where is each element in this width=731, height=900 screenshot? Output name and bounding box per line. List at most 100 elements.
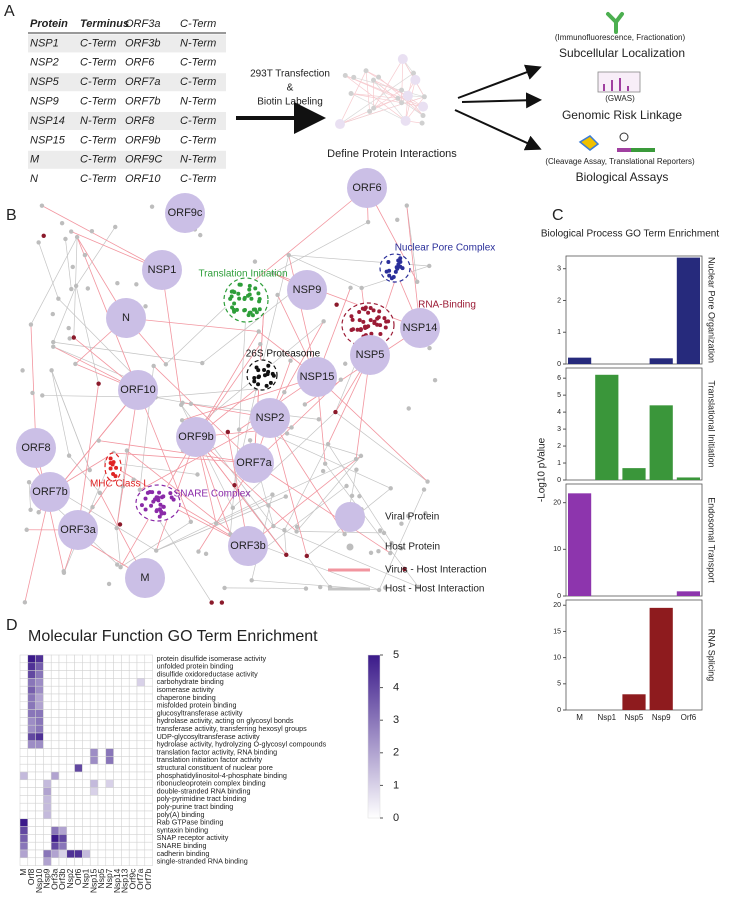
row-label: phosphatidylinositol-4-phosphate binding bbox=[157, 771, 287, 780]
host-node bbox=[282, 389, 287, 395]
heatmap-cell bbox=[128, 701, 138, 710]
cluster-node bbox=[389, 276, 394, 281]
viral-node bbox=[250, 398, 290, 438]
heatmap-cell bbox=[89, 818, 99, 827]
host-node bbox=[200, 360, 205, 366]
heatmap-cell bbox=[105, 810, 114, 820]
host-node bbox=[334, 302, 339, 307]
heatmap-cell bbox=[121, 709, 130, 718]
heatmap-cell bbox=[136, 802, 146, 812]
heatmap-cell bbox=[105, 662, 114, 671]
heatmap-cell bbox=[121, 701, 130, 710]
heatmap-cell bbox=[35, 756, 44, 765]
virus-host-edge bbox=[247, 455, 362, 547]
cluster-node bbox=[151, 499, 156, 504]
virus-host-edge bbox=[195, 331, 260, 438]
viral-node-label: ORF10 bbox=[120, 384, 155, 396]
host-node bbox=[196, 549, 201, 554]
viral-node bbox=[176, 417, 216, 457]
heatmap-cell bbox=[58, 654, 68, 664]
viral-node bbox=[297, 357, 337, 397]
heatmap-cell bbox=[27, 670, 36, 679]
heatmap-cell bbox=[82, 795, 91, 804]
heatmap-cell bbox=[97, 724, 107, 734]
heatmap-cell bbox=[43, 724, 52, 734]
heatmap-cell bbox=[97, 787, 107, 796]
table-cell: C-Term bbox=[80, 76, 116, 88]
panel-name: RNA Splicing bbox=[707, 629, 717, 682]
host-node bbox=[51, 339, 56, 345]
y-tick-label: 15 bbox=[553, 628, 561, 635]
cluster-node bbox=[250, 313, 255, 318]
heatmap-cell bbox=[82, 857, 91, 866]
heatmap-cell bbox=[97, 678, 107, 687]
heatmap-cell bbox=[58, 795, 68, 804]
host-node bbox=[117, 522, 123, 527]
row-label: carbohydrate binding bbox=[157, 677, 224, 686]
table-cell: ORF7b bbox=[125, 96, 160, 108]
heatmap-cell bbox=[121, 771, 130, 781]
viral-node-label: NSP5 bbox=[356, 349, 385, 361]
row-label: translation initiation factor activity bbox=[157, 755, 263, 764]
output-arrow bbox=[461, 92, 542, 109]
icon-assay bbox=[578, 135, 600, 151]
heatmap-cell bbox=[19, 826, 29, 835]
heatmap-cell bbox=[128, 787, 138, 796]
cluster-node bbox=[161, 494, 166, 499]
heatmap-cell bbox=[27, 685, 36, 695]
row-label: poly-pyrimidine tract binding bbox=[157, 794, 247, 803]
cluster-node bbox=[139, 503, 144, 508]
thumb-node bbox=[397, 54, 408, 65]
host-node bbox=[344, 483, 349, 489]
cluster-node bbox=[387, 268, 392, 273]
panel-label: D bbox=[6, 617, 18, 634]
heatmap-cell bbox=[97, 717, 107, 726]
host-node bbox=[24, 527, 29, 532]
heatmap-cell bbox=[58, 717, 68, 726]
host-node bbox=[402, 566, 407, 572]
table-cell: ORF9b bbox=[125, 134, 160, 146]
row-label: UDP-glycosyltransferase activity bbox=[157, 732, 260, 741]
heatmap-cell bbox=[58, 841, 68, 851]
column-label: Orf7b bbox=[143, 868, 153, 890]
heatmap-cell bbox=[105, 779, 114, 788]
heatmap-cell bbox=[105, 678, 114, 687]
heatmap-cell bbox=[136, 810, 146, 820]
heatmap-cell bbox=[58, 678, 68, 687]
panel-name: Nuclear Pore Organization bbox=[707, 257, 717, 363]
heatmap-cell bbox=[144, 678, 153, 687]
host-host-edge bbox=[324, 463, 419, 588]
thumb-node bbox=[421, 94, 427, 100]
colorbar-tick-label: 0 bbox=[393, 812, 399, 824]
heatmap-cell bbox=[128, 810, 138, 820]
heatmap-cell bbox=[136, 795, 146, 804]
heatmap-cell bbox=[27, 678, 36, 687]
heatmap-cell bbox=[113, 662, 122, 671]
heatmap-cell bbox=[74, 826, 83, 835]
heatmap-cell bbox=[58, 857, 68, 866]
heatmap-cell bbox=[58, 779, 68, 788]
cluster-node bbox=[264, 383, 269, 388]
virus-host-edge bbox=[125, 317, 259, 332]
heatmap-cell bbox=[50, 810, 60, 820]
heatmap-cell bbox=[74, 834, 83, 843]
heatmap-cell bbox=[19, 693, 29, 703]
heatmap-cell bbox=[43, 771, 52, 781]
host-node bbox=[423, 511, 428, 516]
heatmap-cell bbox=[89, 709, 99, 718]
heatmap-cell bbox=[74, 771, 83, 781]
heatmap-cell bbox=[97, 662, 107, 671]
heatmap-cell bbox=[144, 810, 153, 820]
host-node bbox=[28, 322, 34, 327]
host-node bbox=[20, 368, 25, 373]
cluster-node bbox=[377, 309, 382, 314]
heatmap-cell bbox=[74, 795, 83, 804]
y-tick-label: 20 bbox=[553, 602, 561, 609]
host-node bbox=[69, 286, 74, 292]
y-tick-label: 5 bbox=[557, 681, 561, 688]
colorbar-tick-label: 2 bbox=[393, 747, 399, 759]
heatmap-cell bbox=[58, 748, 68, 757]
heatmap-cell bbox=[113, 709, 122, 718]
heatmap-cell bbox=[113, 826, 122, 835]
host-host-edge bbox=[30, 236, 78, 325]
